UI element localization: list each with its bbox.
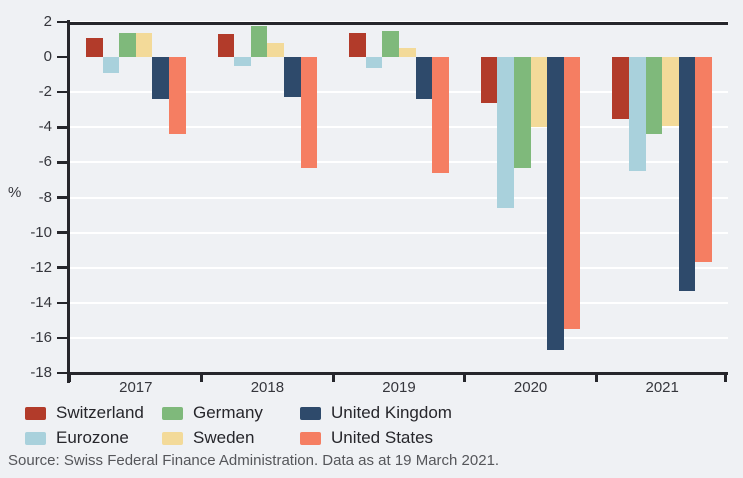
bar-switzerland-2021 (612, 57, 629, 119)
legend-item-switzerland: Switzerland (25, 403, 162, 423)
y-axis-tick-label: -14 (30, 293, 52, 311)
y-axis-line (67, 20, 70, 383)
bar-united-kingdom-2019 (415, 57, 433, 100)
united-states-swatch-icon (300, 431, 321, 445)
gridline (70, 161, 728, 164)
bar-united-states-2020 (563, 57, 581, 330)
bar-sweden-2019 (399, 48, 416, 58)
bar-sweden-2021 (662, 57, 679, 126)
y-axis-tick-label: -2 (38, 83, 52, 101)
plot-area: 2 0 -2 -4 -6 -8 -10 -12 -14 -16 -18 2017 2018 2019 202… (30, 13, 728, 396)
legend-label: Sweden (193, 428, 255, 447)
legend-label: Eurozone (56, 428, 129, 447)
bar-germany-2019 (382, 30, 399, 58)
x-axis-tick (723, 374, 727, 382)
y-axis-tick (57, 196, 70, 199)
gridline (70, 91, 728, 94)
y-axis-tick (57, 336, 70, 340)
bar-switzerland-2018 (217, 34, 235, 58)
y-axis-unit-label: % (8, 184, 22, 201)
bar-switzerland-2017 (86, 37, 103, 58)
legend-item-united-states: United States (300, 428, 452, 448)
bar-germany-2021 (645, 57, 663, 135)
legend-item-sweden: Sweden (162, 428, 300, 448)
y-axis-tick (57, 231, 70, 234)
source-note: Source: Swiss Federal Finance Administra… (8, 452, 500, 469)
gridline (70, 266, 728, 269)
x-axis-year-label: 2019 (382, 379, 416, 396)
bar-united-states-2021 (695, 57, 712, 263)
bar-united-states-2017 (169, 57, 186, 135)
bar-germany-2020 (514, 57, 531, 168)
legend: Switzerland Germany United Kingdom Eurozone… (25, 403, 452, 448)
legend-label: Germany (193, 403, 263, 422)
x-axis-tick (595, 374, 598, 382)
bar-eurozone-2018 (234, 57, 251, 66)
bar-switzerland-2019 (349, 32, 366, 58)
legend-label: United States (331, 428, 434, 447)
x-axis-tick (463, 374, 467, 382)
x-axis-year-label: 2021 (645, 379, 679, 396)
bar-germany-2017 (119, 32, 136, 58)
y-axis-tick (57, 266, 70, 269)
y-axis-tick (57, 161, 70, 164)
y-axis-tick (57, 301, 70, 305)
y-axis-tick (57, 126, 70, 129)
zero-baseline (67, 22, 728, 25)
bar-eurozone-2020 (497, 57, 514, 209)
bar-eurozone-2019 (365, 57, 383, 68)
y-axis-tick-label: 2 (43, 13, 52, 30)
x-axis-tick (68, 374, 72, 382)
y-axis-tick-label: 0 (43, 48, 52, 66)
y-axis-tick-label: -10 (30, 223, 52, 241)
x-axis-year-label: 2017 (119, 379, 153, 396)
gridline (70, 196, 728, 199)
y-axis-tick-label: -4 (38, 118, 52, 136)
x-axis-year-label: 2020 (513, 379, 548, 396)
bar-united-states-2019 (432, 57, 449, 173)
legend-label: United Kingdom (331, 403, 452, 422)
eurozone-swatch-icon (25, 431, 46, 445)
x-axis-tick (331, 374, 335, 382)
bar-sweden-2020 (530, 57, 548, 128)
gridline (70, 336, 728, 339)
united-kingdom-swatch-icon (300, 406, 321, 420)
bar-eurozone-2017 (102, 57, 120, 73)
bar-sweden-2018 (267, 43, 284, 58)
y-axis-tick (57, 20, 70, 24)
y-axis-tick-label: -8 (38, 188, 52, 206)
bar-eurozone-2021 (629, 57, 646, 172)
bar-united-kingdom-2018 (284, 57, 301, 98)
y-axis-tick-label: -16 (30, 328, 52, 346)
x-axis-year-label: 2018 (250, 379, 285, 396)
legend-item-united-kingdom: United Kingdom (300, 403, 452, 423)
y-axis-tick (57, 371, 70, 375)
y-axis-tick-label: -6 (38, 153, 52, 171)
legend-item-germany: Germany (162, 403, 300, 423)
bar-united-states-2018 (300, 57, 318, 168)
y-axis-tick-label: -18 (30, 364, 52, 381)
legend-label: Switzerland (56, 403, 144, 422)
legend-item-eurozone: Eurozone (25, 428, 162, 448)
x-axis-line (67, 371, 728, 375)
bar-germany-2018 (250, 25, 268, 58)
y-axis-tick (57, 90, 70, 94)
bar-sweden-2017 (135, 32, 153, 58)
sweden-swatch-icon (162, 431, 183, 445)
x-axis-tick (200, 374, 203, 382)
germany-swatch-icon (162, 406, 183, 420)
bar-united-kingdom-2017 (152, 57, 169, 100)
gridline (70, 301, 728, 304)
gridline (70, 231, 728, 234)
gridline (70, 126, 728, 129)
y-axis-tick (57, 55, 70, 59)
bar-united-kingdom-2021 (678, 57, 696, 291)
bar-switzerland-2020 (480, 57, 498, 103)
y-axis-tick-label: -12 (30, 258, 52, 276)
bar-united-kingdom-2020 (547, 57, 564, 351)
switzerland-swatch-icon (25, 406, 46, 420)
